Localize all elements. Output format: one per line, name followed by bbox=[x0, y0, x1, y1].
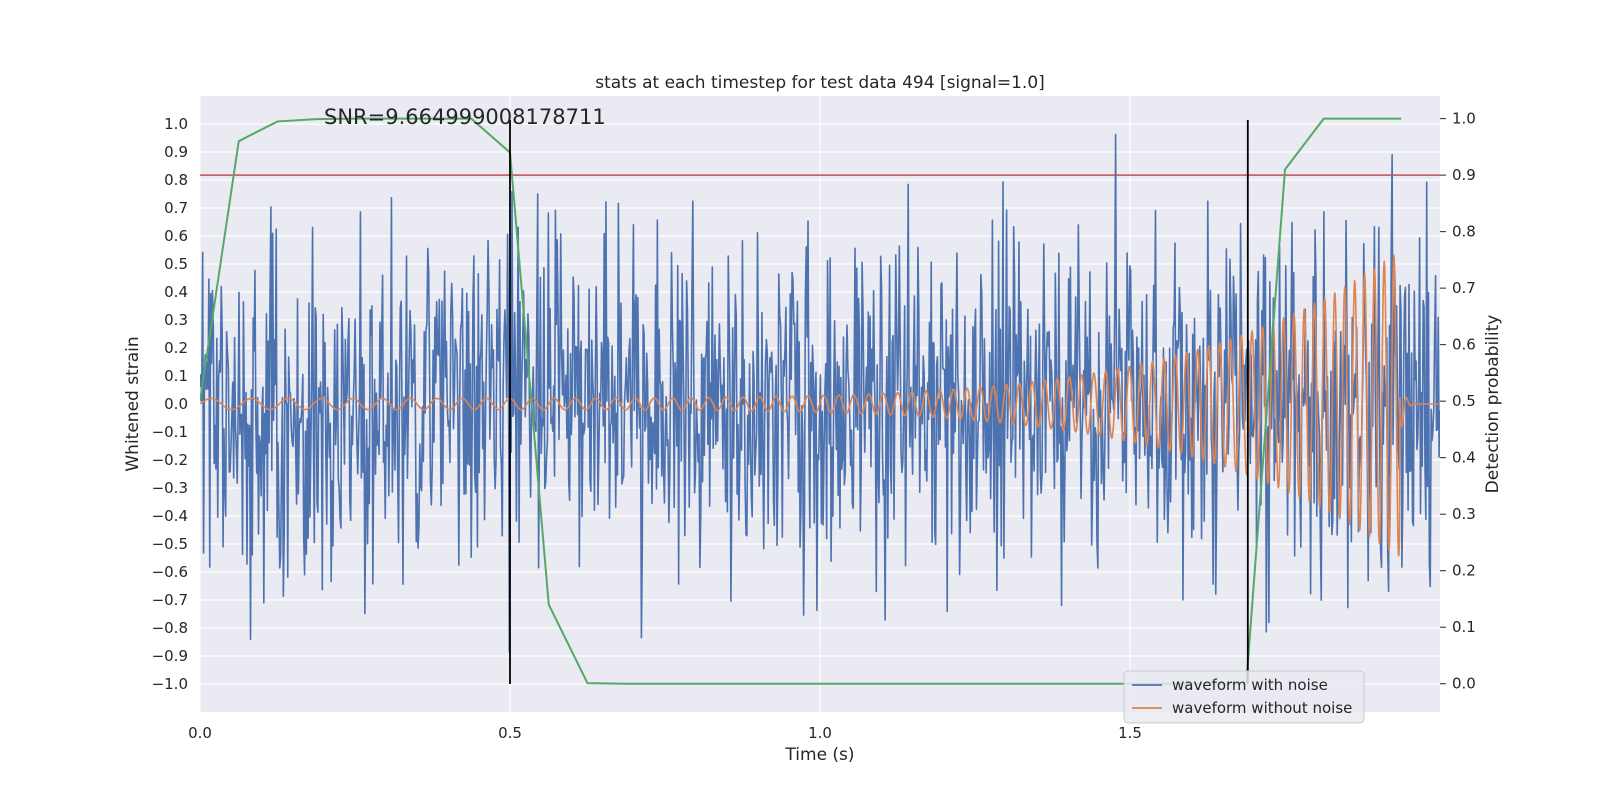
y-tick-label: −0.8 bbox=[152, 619, 188, 637]
y-tick-label: 0.8 bbox=[164, 171, 188, 189]
y-tick-label: −0.6 bbox=[152, 563, 188, 581]
y2-tick-label: 0.4 bbox=[1452, 449, 1476, 467]
y-tick-label: 0.5 bbox=[164, 255, 188, 273]
y-tick-label: 0.0 bbox=[164, 395, 188, 413]
y2-tick-label: 0.5 bbox=[1452, 392, 1476, 410]
y2-tick-label: 0.9 bbox=[1452, 166, 1476, 184]
y-tick-label: −0.5 bbox=[152, 535, 188, 553]
y-tick-label: −0.7 bbox=[152, 591, 188, 609]
y2-tick-label: 0.6 bbox=[1452, 336, 1476, 354]
y2-tick-label: 0.1 bbox=[1452, 618, 1476, 636]
x-tick-label: 1.0 bbox=[808, 724, 832, 742]
y-tick-label: 0.3 bbox=[164, 311, 188, 329]
y-axis-label: Whitened strain bbox=[123, 336, 143, 471]
series-layer bbox=[200, 117, 1440, 685]
y-tick-label: −0.1 bbox=[152, 423, 188, 441]
y-tick-label: 0.9 bbox=[164, 143, 188, 161]
x-axis-label: Time (s) bbox=[784, 745, 854, 765]
legend: waveform with noise waveform without noi… bbox=[1123, 670, 1365, 724]
y2-tick-label: 1.0 bbox=[1452, 110, 1476, 128]
x-tick-label: 0.0 bbox=[188, 724, 212, 742]
marker-vlines bbox=[509, 120, 1249, 684]
y-tick-label: 0.7 bbox=[164, 199, 188, 217]
y2-tick-label: 0.0 bbox=[1452, 675, 1476, 693]
series-signal-line bbox=[200, 254, 1440, 557]
x-tick-label: 0.5 bbox=[498, 724, 522, 742]
y-axis-left: 1.0 0.9 0.8 0.7 0.6 0.5 0.4 0.3 0.2 0.1 0.0 −0.1 −0.… bbox=[152, 115, 188, 693]
y-tick-label: 0.2 bbox=[164, 339, 188, 357]
chart-title: stats at each timestep for test data 494… bbox=[595, 73, 1045, 93]
x-axis: 0.0 0.5 1.0 1.5 bbox=[188, 724, 1142, 742]
x-tick-label: 1.5 bbox=[1118, 724, 1142, 742]
y2-tick-label: 0.8 bbox=[1452, 223, 1476, 241]
y-tick-label: −1.0 bbox=[152, 675, 188, 693]
y-tick-label: 0.4 bbox=[164, 283, 188, 301]
y-tick-label: −0.9 bbox=[152, 647, 188, 665]
y-tick-label: 0.1 bbox=[164, 367, 188, 385]
y-tick-label: 1.0 bbox=[164, 115, 188, 133]
y2-tick-label: 0.2 bbox=[1452, 562, 1476, 580]
y-axis-right: 1.0 0.9 0.8 0.7 0.6 0.5 0.4 0.3 0.2 0.1 0.0 bbox=[1440, 110, 1476, 693]
legend-label-signal: waveform without noise bbox=[1172, 699, 1352, 717]
y-tick-label: −0.2 bbox=[152, 451, 188, 469]
y2-tick-label: 0.7 bbox=[1452, 279, 1476, 297]
y-tick-label: −0.3 bbox=[152, 479, 188, 497]
legend-box bbox=[1123, 670, 1365, 724]
snr-annotation: SNR=9.664999008178711 bbox=[324, 105, 606, 129]
y2-axis-label: Detection probability bbox=[1483, 315, 1503, 494]
y-tick-label: 0.6 bbox=[164, 227, 188, 245]
y2-tick-label: 0.3 bbox=[1452, 505, 1476, 523]
legend-label-noise: waveform with noise bbox=[1172, 676, 1328, 694]
series-noise-line bbox=[200, 133, 1440, 653]
y-tick-label: −0.4 bbox=[152, 507, 188, 525]
